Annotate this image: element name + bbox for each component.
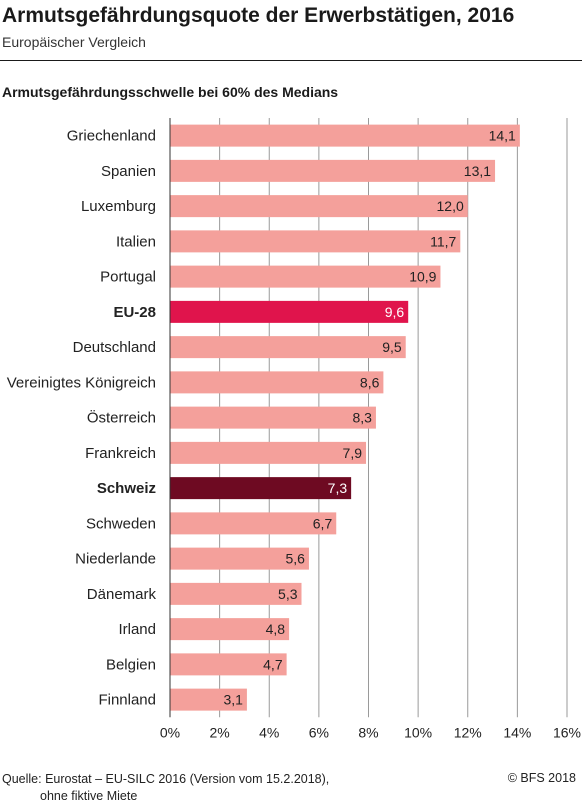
value-label: 7,9 — [343, 445, 363, 461]
category-label: Irland — [118, 621, 156, 638]
chart-subtitle: Armutsgefährdungsschwelle bei 60% des Me… — [2, 84, 339, 100]
value-label: 9,6 — [385, 304, 405, 320]
value-label: 6,7 — [313, 515, 333, 531]
category-label: Spanien — [101, 163, 156, 180]
bar — [170, 512, 337, 535]
labels: 0% 2% 4% 6% 8% 10% 12% 14% 16% Griechenland 14,1 Sp… — [7, 128, 581, 741]
category-label: Belgien — [106, 656, 156, 673]
x-tick-label: 12% — [454, 724, 482, 740]
copyright: © BFS 2018 — [507, 771, 576, 785]
bar — [170, 195, 468, 218]
bar — [170, 547, 309, 570]
bar — [170, 477, 352, 500]
value-label: 7,3 — [328, 480, 348, 496]
value-label: 13,1 — [464, 163, 491, 179]
bar — [170, 265, 441, 288]
category-label: Griechenland — [67, 128, 156, 145]
bar — [170, 371, 384, 394]
bar — [170, 230, 461, 253]
bar — [170, 688, 247, 711]
category-label: Portugal — [100, 269, 156, 286]
bar — [170, 300, 409, 323]
bar — [170, 653, 287, 676]
value-label: 9,5 — [382, 339, 402, 355]
bar — [170, 406, 376, 429]
x-tick-label: 0% — [160, 724, 180, 740]
bar — [170, 441, 367, 464]
page-subtitle: Europäischer Vergleich — [2, 34, 146, 50]
category-label: Finnland — [98, 692, 156, 709]
category-label: Schweden — [86, 515, 156, 532]
x-tick-label: 8% — [358, 724, 378, 740]
source-note: Quelle: Eurostat – EU-SILC 2016 (Version… — [2, 771, 329, 805]
value-label: 4,8 — [266, 621, 286, 637]
source-line-2: ohne fiktive Miete — [40, 789, 138, 803]
value-label: 8,3 — [352, 410, 372, 426]
page-title: Armutsgefährdungsquote der Erwerbstätige… — [2, 4, 515, 27]
category-label: Deutschland — [73, 339, 156, 356]
category-label: Schweiz — [97, 480, 156, 497]
value-label: 4,7 — [263, 656, 283, 672]
value-label: 5,3 — [278, 586, 298, 602]
category-label: Luxemburg — [81, 198, 156, 215]
value-label: 14,1 — [489, 128, 516, 144]
value-label: 8,6 — [360, 374, 380, 390]
category-label: Frankreich — [85, 445, 156, 462]
bar — [170, 582, 302, 605]
category-label: EU-28 — [113, 304, 156, 321]
title-divider — [0, 60, 582, 61]
category-label: Dänemark — [87, 586, 157, 603]
x-tick-label: 4% — [259, 724, 279, 740]
bar-chart: 0% 2% 4% 6% 8% 10% 12% 14% 16% Griechenland 14,1 Sp… — [7, 118, 581, 741]
category-label: Vereinigtes Königreich — [7, 374, 156, 391]
value-label: 12,0 — [437, 198, 464, 214]
bar — [170, 618, 290, 641]
x-tick-label: 10% — [404, 724, 432, 740]
category-label: Italien — [116, 233, 156, 250]
value-label: 11,7 — [430, 233, 456, 249]
value-label: 5,6 — [285, 551, 305, 567]
category-label: Niederlande — [75, 551, 156, 568]
source-line-1: Quelle: Eurostat – EU-SILC 2016 (Version… — [2, 772, 330, 786]
x-tick-label: 16% — [553, 724, 581, 740]
category-label: Österreich — [87, 409, 156, 427]
bar — [170, 336, 406, 359]
bar — [170, 124, 520, 147]
value-label: 3,1 — [223, 692, 243, 708]
bars — [170, 124, 520, 711]
bar — [170, 159, 496, 182]
value-label: 10,9 — [409, 269, 436, 285]
x-tick-label: 14% — [503, 724, 531, 740]
x-tick-label: 6% — [309, 724, 329, 740]
x-tick-label: 2% — [210, 724, 230, 740]
